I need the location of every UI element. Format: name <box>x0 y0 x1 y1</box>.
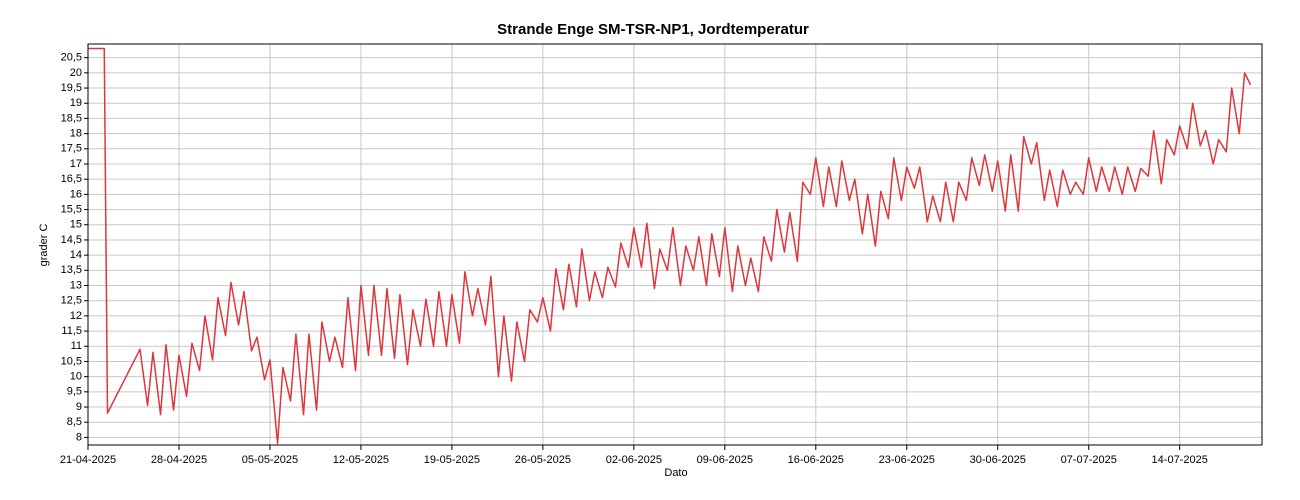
y-tick-label: 11 <box>71 340 82 352</box>
data-line <box>88 47 1252 445</box>
y-tick-label: 13,5 <box>61 264 82 276</box>
plot-frame <box>87 43 1263 446</box>
y-tick-label: 19 <box>70 97 82 109</box>
x-tick-label: 19-05-2025 <box>424 454 480 466</box>
x-tick-label: 09-06-2025 <box>697 454 753 466</box>
x-tick-label: 05-05-2025 <box>242 454 298 466</box>
y-tick-label: 18,5 <box>61 112 82 124</box>
x-tick-label: 07-07-2025 <box>1061 454 1117 466</box>
x-tick-label: 28-04-2025 <box>151 454 207 466</box>
y-tick-label: 19,5 <box>61 82 82 94</box>
y-tick-label: 17,5 <box>61 143 82 155</box>
y-tick-label: 17 <box>70 158 82 170</box>
y-tick-label: 12 <box>70 310 82 322</box>
y-tick-label: 20,5 <box>61 52 82 64</box>
x-tick-label: 12-05-2025 <box>333 454 389 466</box>
y-tick-label: 10,5 <box>61 355 82 367</box>
y-tick-label: 11,5 <box>61 325 82 337</box>
y-tick-label: 16 <box>70 188 82 200</box>
y-tick-label: 8 <box>76 431 82 443</box>
x-tick-label: 30-06-2025 <box>970 454 1026 466</box>
y-tick-label: 16,5 <box>61 173 82 185</box>
x-tick-label: 26-05-2025 <box>515 454 571 466</box>
chart-title: Strande Enge SM-TSR-NP1, Jordtemperatur <box>497 21 809 38</box>
y-tick-label: 8,5 <box>67 416 82 428</box>
x-tick-label: 02-06-2025 <box>606 454 662 466</box>
y-tick-label: 14 <box>70 249 82 261</box>
y-tick-label: 18 <box>70 128 82 140</box>
y-tick-label: 15,5 <box>61 203 82 215</box>
y-tick-label: 20 <box>70 67 82 79</box>
y-tick-label: 14,5 <box>61 234 82 246</box>
y-tick-label: 15 <box>70 219 82 231</box>
y-tick-label: 12,5 <box>61 295 82 307</box>
y-tick-label: 13 <box>70 279 82 291</box>
y-tick-label: 9,5 <box>67 386 82 398</box>
x-tick-label: 14-07-2025 <box>1152 454 1208 466</box>
x-tick-label: 23-06-2025 <box>879 454 935 466</box>
x-tick-label: 21-04-2025 <box>60 454 116 466</box>
y-axis-label: grader C <box>38 224 50 267</box>
y-tick-label: 9 <box>76 401 82 413</box>
x-axis-label: Dato <box>664 467 687 479</box>
x-tick-label: 16-06-2025 <box>788 454 844 466</box>
y-tick-label: 10 <box>70 371 82 383</box>
